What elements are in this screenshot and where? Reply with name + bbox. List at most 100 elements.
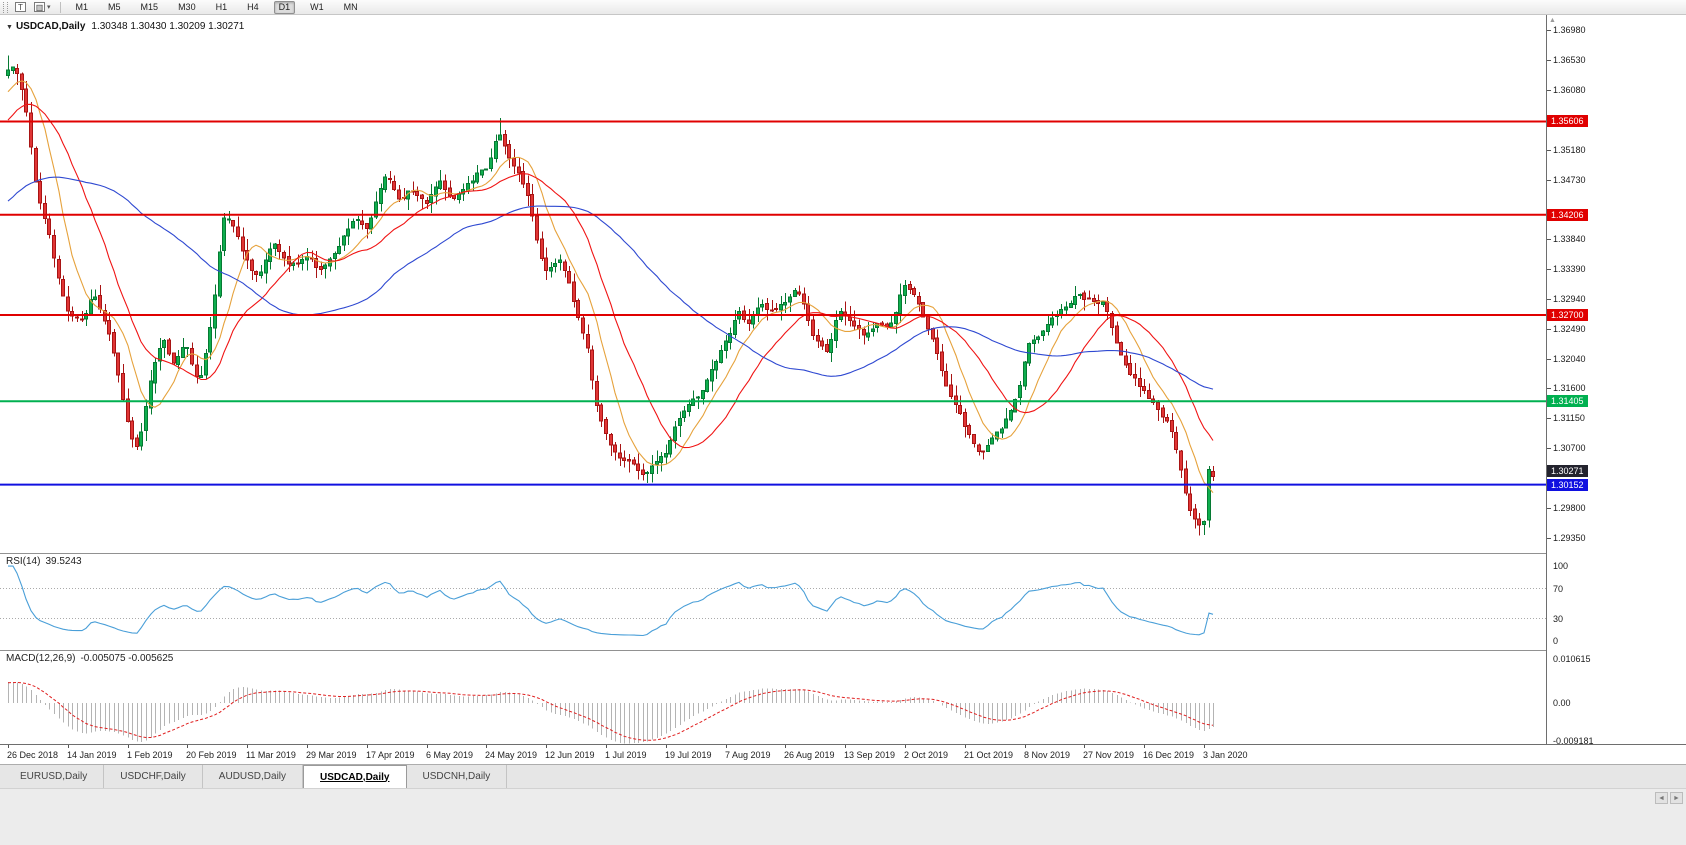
price-tick-mark [1547, 239, 1551, 240]
timeframe-button-d1[interactable]: D1 [273, 0, 296, 14]
price-tick-label: 1.33840 [1553, 234, 1586, 244]
date-tick-mark [606, 745, 607, 748]
tab-scroll-left-button[interactable]: ◄ [1655, 792, 1668, 804]
date-tick-mark [546, 745, 547, 748]
chart-template-button[interactable]: ▥ ▾ [30, 1, 55, 14]
price-tick-label: 1.36530 [1553, 55, 1586, 65]
price-axis[interactable]: 1.35606 1.34206 1.32700 1.31405 1.30152 1.302… [1547, 15, 1686, 744]
date-tick-mark [128, 745, 129, 748]
timeframe-button-w1[interactable]: W1 [305, 1, 329, 14]
rsi-label: RSI(14) 39.5243 [6, 556, 82, 567]
price-tick-mark [1547, 269, 1551, 270]
timeframe-button-m5[interactable]: M5 [103, 1, 126, 14]
price-tick-label: 1.33390 [1553, 264, 1586, 274]
date-label: 1 Feb 2019 [127, 750, 173, 760]
date-axis[interactable]: 26 Dec 2018 14 Jan 2019 1 Feb 2019 20 Feb 2… [0, 744, 1686, 764]
date-label: 24 May 2019 [485, 750, 538, 760]
price-tick-label: 1.30700 [1553, 443, 1586, 453]
toolbar-separator [59, 1, 61, 13]
candles [6, 55, 1215, 536]
date-tick-mark [187, 745, 188, 748]
date-label: 16 Dec 2019 [1143, 750, 1195, 760]
timeframe-button-m30[interactable]: M30 [173, 1, 201, 14]
date-label: 12 Jun 2019 [545, 750, 595, 760]
macd-label: MACD(12,26,9) -0.005075 -0.005625 [6, 653, 173, 664]
hline-price-label[interactable]: 1.35606 [1547, 115, 1588, 127]
chart-template-icon: ▥ [34, 2, 45, 12]
price-axis-border [1546, 15, 1547, 744]
date-tick-mark [1025, 745, 1026, 748]
timeframe-button-h4[interactable]: H4 [242, 1, 264, 14]
price-tick-mark [1547, 388, 1551, 389]
price-tick-label: 1.36080 [1553, 85, 1586, 95]
price-tick-mark [1547, 329, 1551, 330]
date-label: 8 Nov 2019 [1024, 750, 1071, 760]
toolbar: T ▥ ▾ M1 M5 M15 M30 H1 H4 D1 W1 MN [0, 0, 1686, 15]
timeframe-button-m1[interactable]: M1 [71, 1, 94, 14]
date-label: 27 Nov 2019 [1083, 750, 1135, 760]
date-tick-mark [726, 745, 727, 748]
rsi-name: RSI(14) [6, 556, 41, 567]
hline-price-label[interactable]: 1.31405 [1547, 395, 1588, 407]
toolbar-grip[interactable] [3, 1, 8, 13]
tab-scroll-right-button[interactable]: ► [1670, 792, 1683, 804]
date-tick-mark [845, 745, 846, 748]
date-tick-mark [247, 745, 248, 748]
rsi-line [8, 565, 1214, 637]
tab-eurusd-daily[interactable]: EURUSD,Daily [4, 765, 105, 788]
hline-price-label[interactable]: 1.32700 [1547, 309, 1588, 321]
tab-audusd-daily[interactable]: AUDUSD,Daily [203, 765, 304, 788]
price-tick-label: 1.32040 [1553, 354, 1586, 364]
date-tick-mark [785, 745, 786, 748]
price-tick-label: 1.34730 [1553, 175, 1586, 185]
rsi-axis-label: 100 [1553, 561, 1569, 571]
tab-usdcad-daily[interactable]: USDCAD,Daily [303, 765, 407, 788]
date-label: 26 Aug 2019 [784, 750, 835, 760]
hline-price-label[interactable]: 1.30152 [1547, 479, 1588, 491]
rsi-axis-label: 70 [1553, 584, 1564, 594]
macd-panel-splitter[interactable] [0, 650, 1686, 651]
price-tick-label: 1.29350 [1553, 533, 1586, 543]
date-tick-mark [1084, 745, 1085, 748]
timeframe-button-mn[interactable]: MN [339, 1, 363, 14]
date-tick-mark [965, 745, 966, 748]
tab-usdcnh-daily[interactable]: USDCNH,Daily [407, 765, 508, 788]
date-label: 2 Oct 2019 [904, 750, 949, 760]
tab-usdchf-daily[interactable]: USDCHF,Daily [104, 765, 203, 788]
rsi-value: 39.5243 [45, 556, 82, 567]
date-label: 19 Jul 2019 [665, 750, 712, 760]
price-tick-mark [1547, 60, 1551, 61]
collapse-arrow-icon[interactable]: ▼ [6, 24, 13, 31]
timeframe-button-h1[interactable]: H1 [211, 1, 233, 14]
price-tick-mark [1547, 418, 1551, 419]
price-tick-mark [1547, 538, 1551, 539]
current-price-label: 1.30271 [1547, 465, 1588, 477]
timeframe-button-m15[interactable]: M15 [136, 1, 164, 14]
chart-tab-bar: EURUSD,Daily USDCHF,Daily AUDUSD,Daily U… [0, 764, 1686, 788]
price-tick-mark [1547, 448, 1551, 449]
macd-histogram [7, 681, 1215, 744]
price-axis-scroll-up-icon[interactable]: ▲ [1549, 17, 1556, 24]
date-tick-mark [905, 745, 906, 748]
date-tick-mark [666, 745, 667, 748]
date-label: 1 Jul 2019 [605, 750, 647, 760]
ma-line-9 [7, 80, 1214, 494]
chart-canvas[interactable] [0, 15, 1546, 744]
date-label: 13 Sep 2019 [844, 750, 896, 760]
macd-values: -0.005075 -0.005625 [80, 653, 174, 664]
macd-axis-label: 0.010615 [1553, 654, 1591, 664]
price-tick-mark [1547, 359, 1551, 360]
rsi-panel-splitter[interactable] [0, 553, 1686, 554]
hline-price-label[interactable]: 1.34206 [1547, 209, 1588, 221]
dropdown-caret-icon: ▾ [47, 4, 51, 11]
symbol-label: USDCAD,Daily [15, 21, 86, 32]
price-tick-label: 1.31150 [1553, 413, 1585, 423]
cursor-tool-button[interactable]: T [11, 1, 30, 14]
ma-line-20 [7, 103, 1214, 449]
macd-axis-label: 0.00 [1553, 698, 1571, 708]
date-label: 26 Dec 2018 [7, 750, 59, 760]
date-label: 7 Aug 2019 [725, 750, 771, 760]
date-tick-mark [427, 745, 428, 748]
price-tick-mark [1547, 180, 1551, 181]
